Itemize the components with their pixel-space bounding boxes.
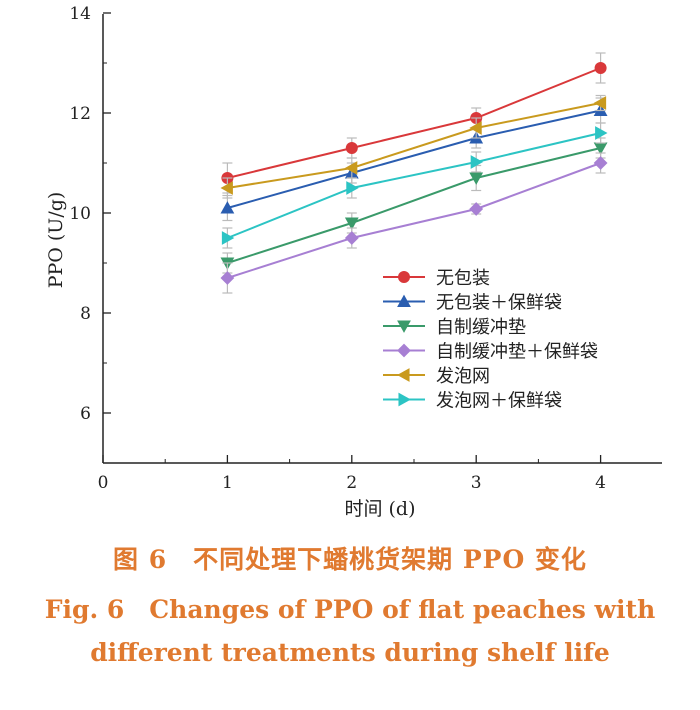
legend-label: 自制缓冲垫: [436, 317, 526, 338]
series-1: [221, 52, 607, 194]
data-marker: [397, 368, 410, 382]
series-5: [220, 94, 607, 199]
data-marker: [397, 294, 411, 308]
legend-label: 无包装＋保鲜袋: [436, 293, 562, 314]
data-marker: [398, 392, 411, 407]
data-marker: [398, 271, 410, 283]
y-tick-label: 8: [80, 304, 91, 324]
data-marker: [220, 201, 235, 214]
series-4: [220, 152, 608, 294]
y-tick-label: 14: [69, 4, 91, 24]
y-tick-label: 6: [80, 404, 91, 424]
data-marker: [593, 96, 607, 110]
data-marker: [593, 142, 608, 155]
series-line: [227, 162, 601, 279]
data-marker: [593, 156, 608, 170]
series-line: [227, 147, 601, 264]
data-marker: [344, 231, 359, 245]
x-tick-label: 0: [98, 473, 109, 493]
figure-caption-en-line2: different treatments during shelf life: [90, 638, 610, 667]
data-marker: [397, 343, 411, 358]
data-marker: [595, 126, 608, 140]
legend-label: 发泡网＋保鲜袋: [436, 391, 562, 412]
data-marker: [594, 62, 607, 74]
series-2: [220, 97, 608, 222]
legend-label: 自制缓冲垫＋保鲜袋: [436, 342, 598, 363]
figure-caption-en-line1: Fig. 6 Changes of PPO of flat peaches wi…: [44, 595, 656, 624]
series-line: [227, 102, 601, 189]
series-line: [227, 109, 601, 209]
data-marker: [469, 172, 484, 185]
x-tick-label: 4: [595, 473, 606, 493]
x-axis-label: 时间 (d): [344, 498, 415, 520]
data-marker: [220, 181, 233, 195]
y-tick-label: 12: [69, 104, 91, 124]
series-line: [227, 67, 601, 179]
x-tick-label: 2: [346, 473, 357, 493]
data-marker: [220, 271, 235, 285]
x-tick-label: 3: [471, 473, 482, 493]
legend-label: 无包装: [436, 268, 490, 289]
data-marker: [221, 231, 235, 245]
data-marker: [469, 121, 482, 135]
data-marker: [346, 181, 359, 195]
data-marker: [397, 320, 411, 333]
data-marker: [470, 155, 484, 169]
figure-caption-cn: 图 6 不同处理下蟠桃货架期 PPO 变化: [113, 545, 587, 574]
data-marker: [469, 202, 484, 216]
data-marker: [344, 217, 359, 230]
series-3: [220, 137, 608, 274]
series-line: [227, 132, 601, 239]
data-marker: [345, 142, 358, 154]
series-6: [221, 122, 608, 249]
y-tick-label: 10: [69, 204, 91, 224]
x-tick-label: 1: [222, 473, 233, 493]
data-marker: [344, 161, 358, 175]
y-axis-label: PPO (U/g): [45, 192, 67, 289]
legend-label: 发泡网: [436, 366, 490, 387]
